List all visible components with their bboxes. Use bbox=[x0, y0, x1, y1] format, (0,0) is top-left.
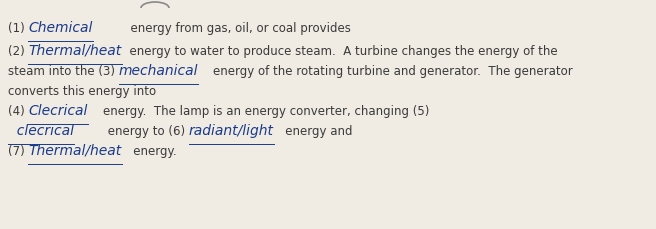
Text: energy of the rotating turbine and generator.  The generator: energy of the rotating turbine and gener… bbox=[198, 65, 573, 78]
Text: Clecrical: Clecrical bbox=[28, 104, 88, 118]
Text: clecrical: clecrical bbox=[8, 124, 74, 138]
Text: radiant/light: radiant/light bbox=[189, 124, 274, 138]
Text: energy to (6): energy to (6) bbox=[74, 125, 189, 138]
Text: Thermal/heat: Thermal/heat bbox=[28, 44, 122, 58]
Text: energy to water to produce steam.  A turbine changes the energy of the: energy to water to produce steam. A turb… bbox=[122, 45, 558, 58]
Text: (1): (1) bbox=[8, 22, 28, 35]
Text: energy from gas, oil, or coal provides: energy from gas, oil, or coal provides bbox=[93, 22, 351, 35]
Text: (7): (7) bbox=[8, 145, 28, 158]
Text: energy and: energy and bbox=[274, 125, 352, 138]
Text: energy.: energy. bbox=[122, 145, 176, 158]
Text: (2): (2) bbox=[8, 45, 28, 58]
Text: Thermal/heat: Thermal/heat bbox=[28, 144, 122, 158]
Text: steam into the (3): steam into the (3) bbox=[8, 65, 119, 78]
Text: converts this energy into: converts this energy into bbox=[8, 85, 156, 98]
Text: mechanical: mechanical bbox=[119, 64, 198, 78]
Text: energy.  The lamp is an energy converter, changing (5): energy. The lamp is an energy converter,… bbox=[88, 105, 429, 118]
Text: Chemical: Chemical bbox=[28, 21, 93, 35]
Text: (4): (4) bbox=[8, 105, 28, 118]
